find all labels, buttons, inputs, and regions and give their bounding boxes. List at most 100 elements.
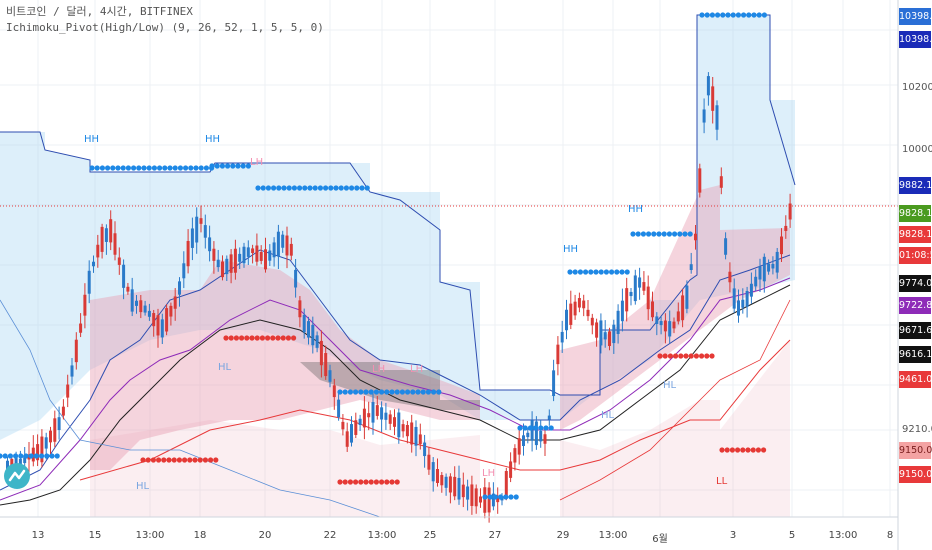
red-lower-line (79, 339, 791, 481)
pivot-mark-label: HL (136, 481, 150, 492)
pivot-dot (291, 185, 297, 191)
pivot-dot (603, 269, 610, 275)
candle-body (681, 295, 685, 321)
candle-body (582, 300, 586, 309)
candle-body (307, 321, 310, 338)
pivot-dot (198, 165, 204, 171)
pivot-dot (13, 453, 19, 459)
pivot-dot (183, 165, 189, 171)
candle-body (659, 321, 663, 326)
tradingview-logo[interactable] (4, 463, 30, 489)
time-tick-label: 13 (31, 530, 45, 541)
candle-body (612, 324, 616, 344)
candle-body (625, 288, 629, 312)
pivot-dot (7, 453, 13, 459)
pivot-dot (368, 479, 374, 485)
pivot-dot (209, 163, 215, 169)
pivot-dot (94, 165, 100, 171)
candle-body (324, 353, 328, 377)
pivot-dot (270, 335, 276, 341)
candle-body (44, 437, 48, 449)
candle-body (195, 216, 199, 243)
pivot-dot (373, 389, 379, 395)
pivot-dot (543, 425, 549, 431)
candle-body (603, 332, 607, 340)
pivot-dot (197, 457, 203, 463)
pivot-marks: HH HH LH HL LH LH HL LH HH HH HL HL LL (84, 134, 728, 492)
candle-body (745, 290, 749, 307)
candle-body (401, 424, 405, 432)
pivot-dot (389, 389, 395, 395)
pivot-dot (105, 165, 111, 171)
kumo-cloud-red-right (560, 185, 790, 430)
candle-body (139, 300, 143, 313)
pivot-dot (347, 479, 353, 485)
candle-body (285, 235, 289, 256)
pivot-dot (431, 389, 437, 395)
pivot-dot (364, 185, 370, 191)
pivot-dot (688, 353, 694, 359)
candle-body (388, 414, 392, 424)
pivot-mark-label: LH (250, 157, 263, 168)
pivot-dot (349, 185, 355, 191)
kijun-line (0, 284, 791, 506)
pivot-dot (720, 12, 726, 18)
candle-body (479, 496, 482, 503)
pivot-dot (171, 457, 177, 463)
candle-body (737, 300, 740, 316)
candle-body (573, 301, 577, 316)
pivot-dot (656, 231, 662, 237)
price-tick-label: 10000.0 (902, 144, 932, 155)
candle-body (767, 263, 771, 272)
pivot-mark-label: HH (205, 134, 220, 145)
pivot-dot (583, 269, 589, 275)
candle-body (565, 309, 568, 331)
pivot-dot (328, 185, 334, 191)
price-label: 01:08:53 (899, 247, 932, 264)
pivot-dot (343, 185, 349, 191)
lower-red-band (90, 420, 480, 517)
pivot-dot (151, 165, 157, 171)
candle-body (104, 228, 108, 242)
pivot-dot (213, 457, 219, 463)
blue-line-mid (0, 249, 791, 491)
pivot-dot (358, 479, 364, 485)
pivot-dot (281, 185, 287, 191)
pivot-mark-label: HH (628, 204, 643, 215)
pivot-mark-label: LL (716, 476, 728, 487)
candle-body (552, 370, 556, 397)
pivot-dot (704, 353, 710, 359)
pivot-dot (157, 165, 163, 171)
candle-body (780, 236, 783, 255)
symbol-title: 비트코인 / 달러, 4시간, BITFINEX (6, 5, 193, 18)
pivot-dot (99, 165, 105, 171)
candle-body (130, 289, 134, 312)
pivot-dot (646, 231, 652, 237)
pivot-dot (699, 353, 705, 359)
price-tick-label: 10200.0 (902, 82, 932, 93)
pivot-dot (353, 479, 359, 485)
candle-body (384, 412, 388, 420)
candle-body (466, 486, 470, 500)
candle-body (18, 458, 22, 465)
pivot-dot (140, 457, 146, 463)
pivot-dot (379, 479, 385, 485)
lower-red-band-right (560, 300, 790, 517)
candle-body (633, 275, 637, 302)
price-label: 9828.1 (899, 226, 932, 243)
candle-body (113, 233, 117, 255)
pivot-dot (715, 12, 721, 18)
candle-body (251, 248, 255, 254)
pivot-dot (673, 353, 679, 359)
pivot-dot (619, 269, 625, 275)
candle-body (276, 231, 280, 257)
candle-body (638, 277, 642, 288)
pivot-dot (756, 12, 762, 18)
pivot-dot (176, 457, 182, 463)
pivot-dot (193, 165, 199, 171)
candle-body (294, 269, 298, 288)
candle-body (208, 237, 212, 252)
candle-body (264, 249, 267, 270)
candle-body (83, 294, 87, 316)
